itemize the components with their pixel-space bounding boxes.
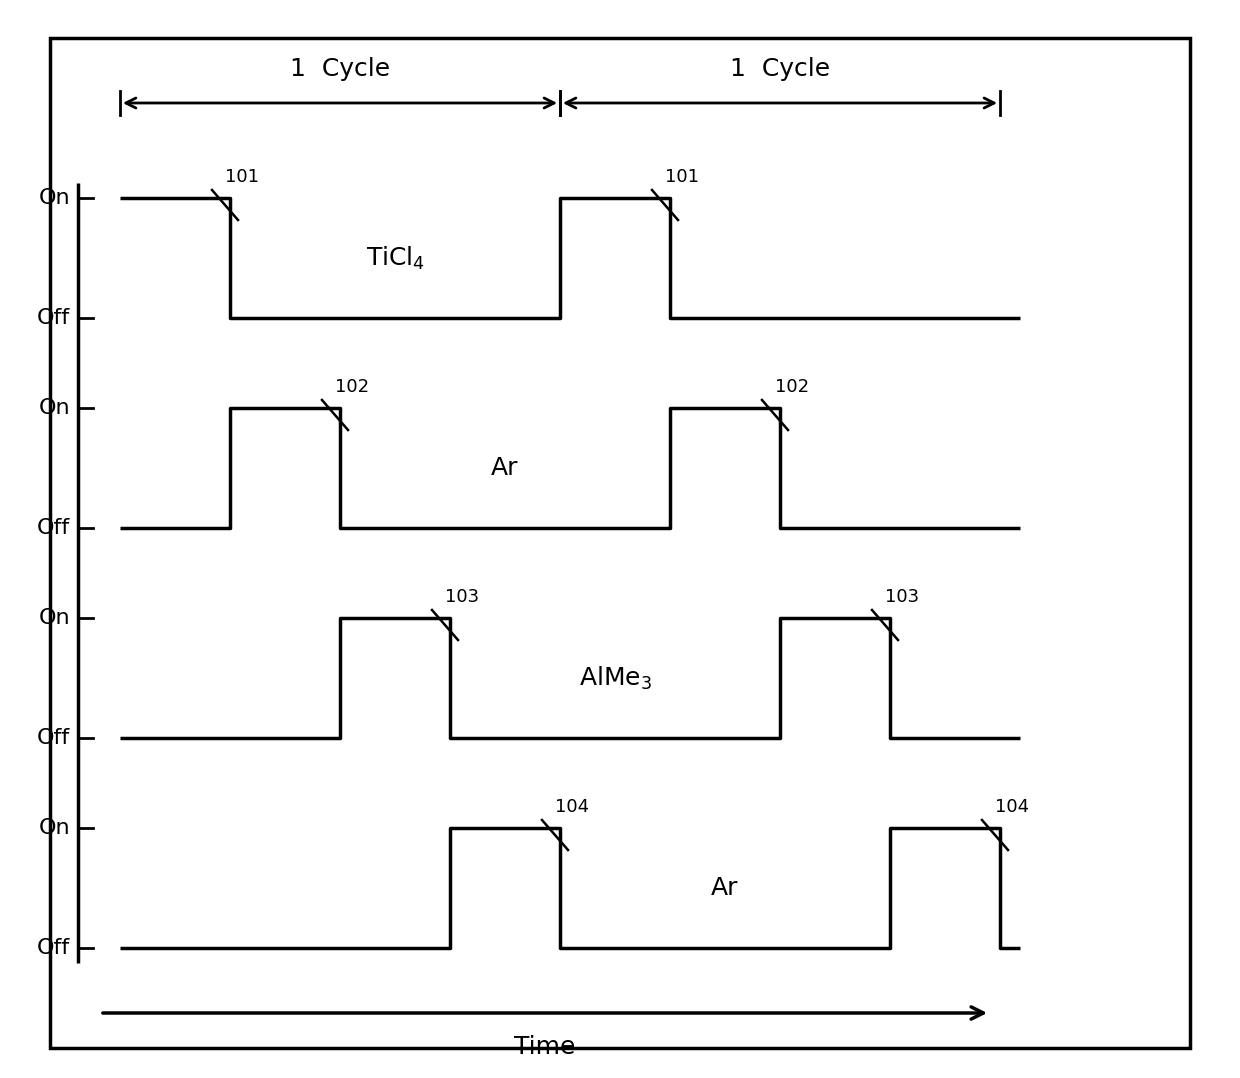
Text: AlMe$_3$: AlMe$_3$ bbox=[579, 664, 651, 692]
Text: 103: 103 bbox=[885, 588, 919, 606]
Text: Off: Off bbox=[37, 938, 69, 958]
Text: Off: Off bbox=[37, 519, 69, 538]
Text: Time: Time bbox=[515, 1035, 575, 1059]
Text: Ar: Ar bbox=[491, 456, 518, 480]
Text: 101: 101 bbox=[665, 168, 699, 186]
Text: 101: 101 bbox=[224, 168, 259, 186]
Text: On: On bbox=[38, 608, 69, 628]
Text: 1  Cycle: 1 Cycle bbox=[730, 57, 830, 81]
Text: TiCl$_4$: TiCl$_4$ bbox=[366, 245, 424, 272]
Text: 104: 104 bbox=[556, 798, 589, 816]
Text: 103: 103 bbox=[445, 588, 479, 606]
Text: Ar: Ar bbox=[712, 876, 739, 900]
Text: On: On bbox=[38, 818, 69, 838]
Text: On: On bbox=[38, 398, 69, 418]
FancyBboxPatch shape bbox=[50, 38, 1190, 1048]
Text: 104: 104 bbox=[994, 798, 1029, 816]
Text: 1  Cycle: 1 Cycle bbox=[290, 57, 391, 81]
Text: 102: 102 bbox=[775, 378, 810, 396]
Text: Off: Off bbox=[37, 728, 69, 748]
Text: Off: Off bbox=[37, 308, 69, 328]
Text: On: On bbox=[38, 188, 69, 208]
Text: 102: 102 bbox=[335, 378, 370, 396]
